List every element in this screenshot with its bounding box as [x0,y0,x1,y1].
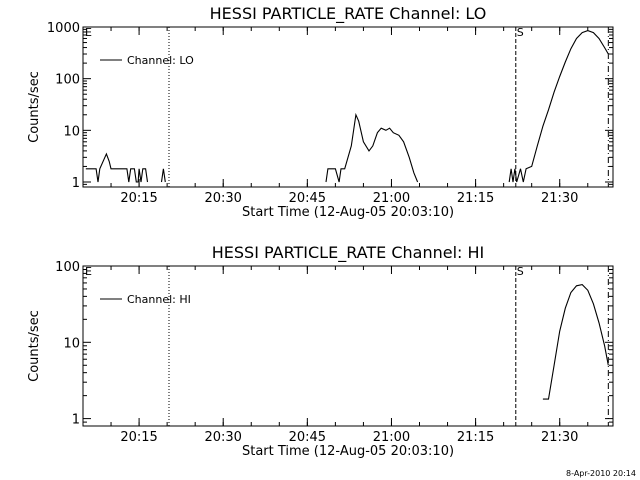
chart-title: HESSI PARTICLE_RATE Channel: HI [212,243,485,263]
y-axis-label: Counts/sec [27,71,42,143]
y-tick-label: 100 [55,73,80,88]
marker-label: S [517,265,524,278]
x-tick-label: 20:30 [204,191,241,206]
x-tick-label: 20:45 [289,191,326,206]
series-line-segment [160,168,166,183]
chart-title: HESSI PARTICLE_RATE Channel: LO [210,4,487,24]
x-tick-label: 21:30 [541,430,578,445]
series-line-segment [508,30,609,183]
marker-label: E [85,26,92,39]
x-tick-label: 21:15 [457,191,494,206]
x-tick-label: 21:30 [541,191,578,206]
footer-date-stamp: 8-Apr-2010 20:14 [566,469,636,478]
y-tick-label: 1000 [47,21,80,36]
x-axis-label: Start Time (12-Aug-05 20:03:10) [242,205,454,220]
legend-label: Channel: HI [127,293,191,306]
marker-label: S [517,26,524,39]
x-axis-label: Start Time (12-Aug-05 20:03:10) [242,444,454,459]
x-tick-label: 21:15 [457,430,494,445]
y-axis-label: Counts/sec [27,310,42,382]
x-tick-label: 20:15 [120,191,157,206]
y-tick-label: 1 [72,176,80,191]
x-tick-label: 21:00 [373,430,410,445]
series-line-segment [85,152,149,183]
x-tick-label: 20:30 [204,430,241,445]
marker-label: E [85,265,92,278]
y-tick-label: 1 [72,413,80,428]
y-tick-label: 10 [63,124,80,139]
series-line-segment [542,283,609,400]
plot-frame [82,26,614,188]
y-tick-label: 100 [55,260,80,275]
x-tick-label: 21:00 [373,191,410,206]
panel-channel-lo: HESSI PARTICLE_RATE Channel: LO E S 20:15 20… [27,4,614,220]
y-tick-label: 10 [63,336,80,351]
series-line-segment [325,112,419,183]
x-tick-label: 20:15 [120,430,157,445]
legend-label: Channel: LO [127,54,194,67]
panel-channel-hi: HESSI PARTICLE_RATE Channel: HI E S 20:15 20… [27,243,614,459]
x-tick-label: 20:45 [289,430,326,445]
